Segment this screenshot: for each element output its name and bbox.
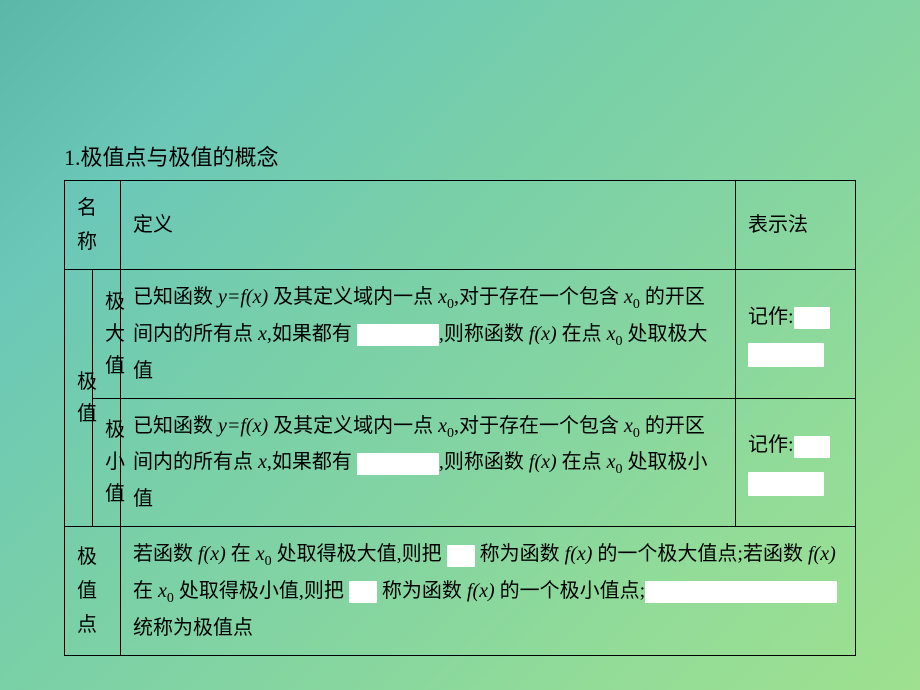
blank-fill (357, 324, 439, 346)
row-point-label: 极值点 (65, 527, 121, 656)
row-point: 极值点 若函数 f(x) 在 x0 处取得极大值,则把 称为函数 f(x) 的一… (65, 527, 856, 656)
blank-fill (357, 453, 439, 475)
row-min: 极 小 值 已知函数 y=f(x) 及其定义域内一点 x0,对于存在一个包含 x… (65, 398, 856, 527)
row-min-notation: 记作: (736, 398, 856, 527)
header-notation: 表示法 (736, 181, 856, 270)
rowgroup-extremum: 极值 (65, 270, 93, 527)
row-min-definition: 已知函数 y=f(x) 及其定义域内一点 x0,对于存在一个包含 x0 的开区间… (121, 398, 736, 527)
row-point-definition: 若函数 f(x) 在 x0 处取得极大值,则把 称为函数 f(x) 的一个极大值… (121, 527, 856, 656)
row-max-notation: 记作: (736, 270, 856, 399)
blank-fill (748, 343, 824, 367)
rowgroup-label: 极值 (77, 371, 97, 425)
row-max: 极值 极 大 值 已知函数 y=f(x) 及其定义域内一点 x0,对于存在一个包… (65, 270, 856, 399)
notation-label: 记作: (748, 306, 794, 328)
heading-number: 1. (64, 145, 81, 170)
blank-fill (645, 581, 837, 603)
blank-fill (794, 436, 830, 458)
concept-table: 名称 定义 表示法 极值 极 大 值 已知函数 y=f(x) 及其定义域内一点 … (64, 180, 856, 656)
header-definition: 定义 (121, 181, 736, 270)
blank-fill (748, 472, 824, 496)
heading-text: 极值点与极值的概念 (81, 145, 279, 170)
notation-label: 记作: (748, 434, 794, 456)
row-max-definition: 已知函数 y=f(x) 及其定义域内一点 x0,对于存在一个包含 x0 的开区间… (121, 270, 736, 399)
blank-fill (794, 307, 830, 329)
blank-fill (349, 581, 377, 603)
blank-fill (447, 545, 475, 567)
slide-page: 1.极值点与极值的概念 名称 定义 表示法 极值 极 大 值 已知函数 y=f(… (0, 0, 920, 656)
header-name: 名称 (65, 181, 121, 270)
section-heading: 1.极值点与极值的概念 (64, 140, 856, 172)
math-yfx: y=f(x) (218, 286, 268, 308)
table-header-row: 名称 定义 表示法 (65, 181, 856, 270)
